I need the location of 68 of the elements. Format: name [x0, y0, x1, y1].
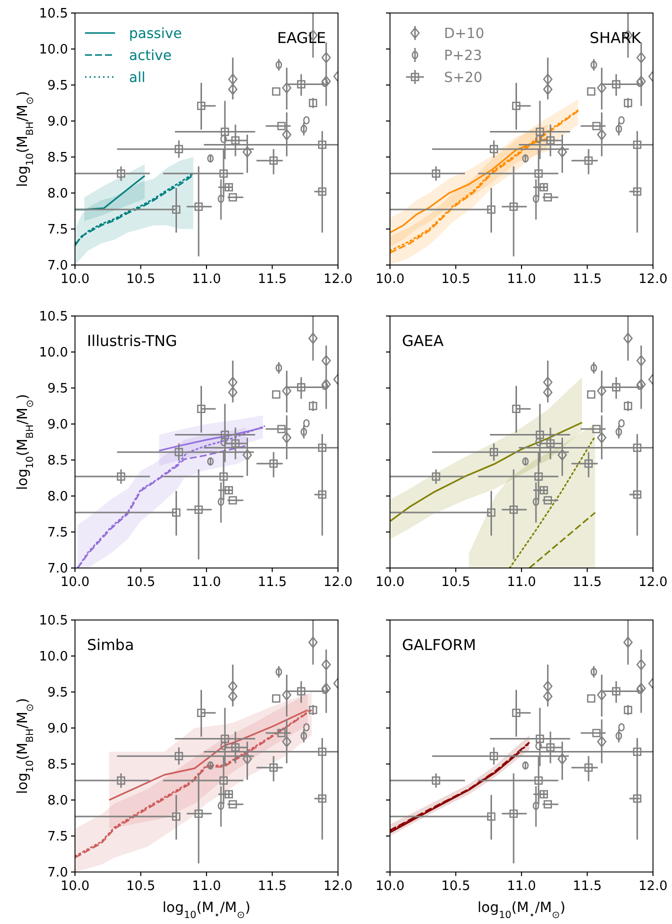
y-tick-label: 10.0 — [39, 650, 68, 665]
x-tick-label: 10.5 — [441, 272, 470, 287]
x-axis-title: log$_{10}$(M$_{⋆}$/M$_{⊙}$) — [478, 900, 566, 920]
y-tick-label: 9.5 — [47, 686, 68, 701]
x-tick-label: 10.5 — [126, 879, 156, 894]
text: Simba — [87, 636, 134, 654]
x-tick-label: 11.5 — [258, 272, 287, 287]
x-tick-label: 11.5 — [258, 575, 287, 590]
y-tick-label: 8.5 — [47, 758, 68, 773]
y-tick-label: 9.0 — [47, 114, 68, 130]
x-tick-label: 11.0 — [507, 575, 536, 590]
x-tick-label: 11.0 — [507, 272, 536, 287]
x-tick-label: 10.5 — [126, 575, 156, 590]
text: SHARK — [590, 29, 642, 47]
y-tick-label: 7.5 — [47, 526, 68, 541]
y-tick-label: 10.0 — [39, 42, 68, 58]
x-tick-label: 12.0 — [324, 575, 352, 590]
x-axis-title: log$_{10}$(M$_{⋆}$/M$_{⊙}$) — [162, 900, 250, 920]
x-tick-label: 10.0 — [60, 879, 90, 894]
legend-label: P+23 — [444, 48, 482, 64]
x-tick-label: 10.0 — [60, 272, 90, 287]
x-tick-label: 12.0 — [638, 272, 668, 287]
x-tick-label: 10.5 — [441, 575, 470, 590]
x-tick-label: 11.5 — [258, 879, 287, 894]
x-tick-label: 11.5 — [572, 272, 602, 287]
legend-label: all — [129, 70, 146, 86]
x-tick-label: 12.0 — [324, 272, 352, 287]
y-tick-label: 8.0 — [47, 794, 68, 809]
x-tick-label: 11.5 — [572, 879, 602, 894]
x-tick-label: 12.0 — [324, 879, 352, 894]
x-tick-label: 10.5 — [441, 879, 470, 894]
x-tick-label: 10.0 — [376, 272, 404, 287]
y-tick-label: 9.0 — [47, 722, 68, 737]
x-tick-label: 10.0 — [60, 575, 90, 590]
y-tick-label: 10.5 — [39, 6, 68, 22]
y-tick-label: 7.5 — [47, 222, 68, 238]
x-tick-label: 12.0 — [638, 575, 668, 590]
x-tick-label: 10.0 — [376, 575, 404, 590]
x-tick-label: 11.0 — [192, 272, 221, 287]
text: Illustris-TNG — [87, 332, 178, 350]
x-tick-label: 11.0 — [192, 879, 221, 894]
legend-label: active — [129, 48, 172, 64]
y-tick-label: 10.0 — [39, 346, 68, 361]
x-tick-label: 10.0 — [376, 879, 404, 894]
x-tick-label: 11.5 — [572, 575, 602, 590]
x-tick-label: 11.0 — [192, 575, 221, 590]
text: GALFORM — [402, 636, 476, 654]
y-tick-label: 8.5 — [47, 454, 68, 469]
y-tick-label: 8.5 — [47, 150, 68, 166]
y-tick-label: 8.0 — [47, 490, 68, 505]
y-tick-label: 7.0 — [47, 562, 68, 577]
y-tick-label: 7.5 — [47, 830, 68, 845]
x-tick-label: 12.0 — [638, 879, 668, 894]
y-tick-label: 7.0 — [47, 258, 68, 274]
x-tick-label: 10.5 — [126, 272, 156, 287]
y-tick-label: 9.5 — [47, 78, 68, 94]
x-tick-label: 11.0 — [507, 879, 536, 894]
legend-label: passive — [129, 26, 182, 42]
legend-label: D+10 — [444, 26, 484, 42]
legend-label: S+20 — [444, 70, 482, 86]
y-tick-label: 9.5 — [47, 382, 68, 397]
text: EAGLE — [277, 29, 326, 47]
y-tick-label: 10.5 — [39, 310, 68, 325]
y-tick-label: 8.0 — [47, 186, 68, 202]
text: GAEA — [402, 332, 444, 350]
y-tick-label: 7.0 — [47, 866, 68, 881]
y-tick-label: 10.5 — [39, 614, 68, 629]
y-tick-label: 9.0 — [47, 418, 68, 433]
